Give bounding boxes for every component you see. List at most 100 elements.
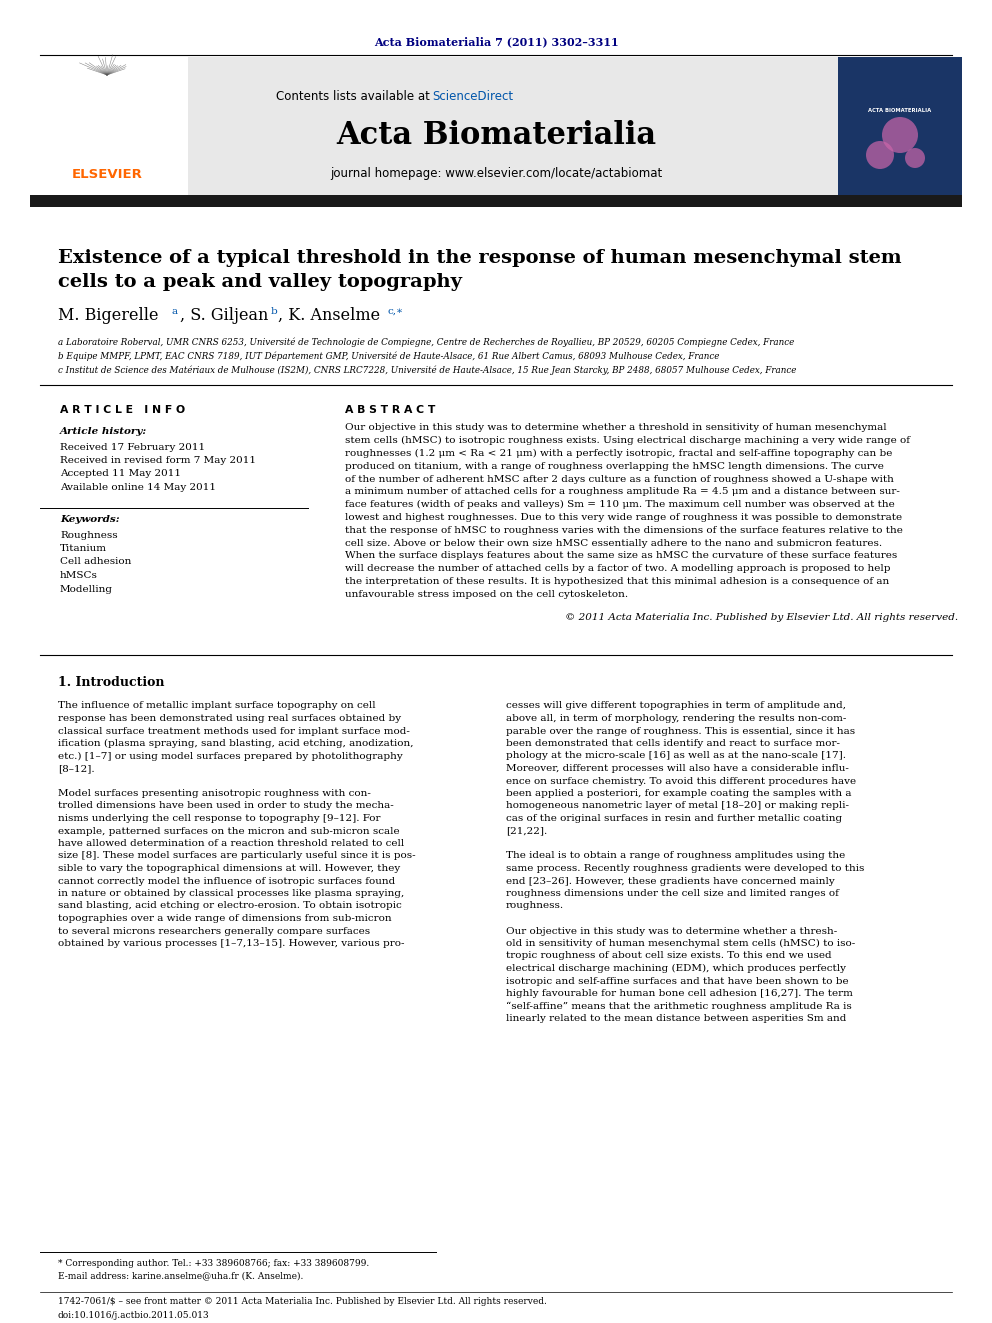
Text: sible to vary the topographical dimensions at will. However, they: sible to vary the topographical dimensio… <box>58 864 400 873</box>
Bar <box>838 57 962 197</box>
Text: been applied a posteriori, for example coating the samples with a: been applied a posteriori, for example c… <box>506 789 851 798</box>
Text: roughness dimensions under the cell size and limited ranges of: roughness dimensions under the cell size… <box>506 889 839 898</box>
Text: obtained by various processes [1–7,13–15]. However, various pro-: obtained by various processes [1–7,13–15… <box>58 939 405 949</box>
Text: lowest and highest roughnesses. Due to this very wide range of roughness it was : lowest and highest roughnesses. Due to t… <box>345 513 902 523</box>
Bar <box>30 57 962 197</box>
Text: Titanium: Titanium <box>60 544 107 553</box>
Text: sand blasting, acid etching or electro-erosion. To obtain isotropic: sand blasting, acid etching or electro-e… <box>58 901 402 910</box>
Text: 1. Introduction: 1. Introduction <box>58 676 165 688</box>
Text: homogeneous nanometric layer of metal [18–20] or making repli-: homogeneous nanometric layer of metal [1… <box>506 802 849 811</box>
Text: cas of the original surfaces in resin and further metallic coating: cas of the original surfaces in resin an… <box>506 814 842 823</box>
Text: When the surface displays features about the same size as hMSC the curvature of : When the surface displays features about… <box>345 552 897 561</box>
Text: Roughness: Roughness <box>60 531 118 540</box>
Text: b Equipe MMPF, LPMT, EAC CNRS 7189, IUT Département GMP, Université de Haute-Als: b Equipe MMPF, LPMT, EAC CNRS 7189, IUT … <box>58 351 719 361</box>
Text: ification (plasma spraying, sand blasting, acid etching, anodization,: ification (plasma spraying, sand blastin… <box>58 740 414 747</box>
Text: ACTA BIOMATERIALIA: ACTA BIOMATERIALIA <box>868 107 931 112</box>
Text: isotropic and self-affine surfaces and that have been shown to be: isotropic and self-affine surfaces and t… <box>506 976 848 986</box>
Text: produced on titanium, with a range of roughness overlapping the hMSC length dime: produced on titanium, with a range of ro… <box>345 462 884 471</box>
Text: [8–12].: [8–12]. <box>58 763 94 773</box>
Text: cells to a peak and valley topography: cells to a peak and valley topography <box>58 273 462 291</box>
Circle shape <box>882 116 918 153</box>
Text: unfavourable stress imposed on the cell cytoskeleton.: unfavourable stress imposed on the cell … <box>345 590 628 599</box>
Text: c Institut de Science des Matériaux de Mulhouse (IS2M), CNRS LRC7228, Université: c Institut de Science des Matériaux de M… <box>58 365 797 374</box>
Text: end [23–26]. However, these gradients have concerned mainly: end [23–26]. However, these gradients ha… <box>506 877 834 885</box>
Text: have allowed determination of a reaction threshold related to cell: have allowed determination of a reaction… <box>58 839 405 848</box>
Text: parable over the range of roughness. This is essential, since it has: parable over the range of roughness. Thi… <box>506 726 855 736</box>
Bar <box>30 194 962 206</box>
Text: cesses will give different topographies in term of amplitude and,: cesses will give different topographies … <box>506 701 846 710</box>
Text: Keywords:: Keywords: <box>60 516 120 524</box>
Text: above all, in term of morphology, rendering the results non-com-: above all, in term of morphology, render… <box>506 714 846 722</box>
Text: [21,22].: [21,22]. <box>506 827 548 836</box>
Text: Received 17 February 2011: Received 17 February 2011 <box>60 442 205 451</box>
Text: nisms underlying the cell response to topography [9–12]. For: nisms underlying the cell response to to… <box>58 814 381 823</box>
Text: face features (width of peaks and valleys) Sm = 110 μm. The maximum cell number : face features (width of peaks and valley… <box>345 500 895 509</box>
Text: The influence of metallic implant surface topography on cell: The influence of metallic implant surfac… <box>58 701 376 710</box>
Text: The ideal is to obtain a range of roughness amplitudes using the: The ideal is to obtain a range of roughn… <box>506 852 845 860</box>
Text: will decrease the number of attached cells by a factor of two. A modelling appro: will decrease the number of attached cel… <box>345 565 891 573</box>
Text: Available online 14 May 2011: Available online 14 May 2011 <box>60 483 216 492</box>
Text: “self-affine” means that the arithmetic roughness amplitude Ra is: “self-affine” means that the arithmetic … <box>506 1002 852 1011</box>
Text: c,∗: c,∗ <box>388 307 404 315</box>
Text: classical surface treatment methods used for implant surface mod-: classical surface treatment methods used… <box>58 726 410 736</box>
Text: b: b <box>271 307 278 315</box>
Text: journal homepage: www.elsevier.com/locate/actabiomat: journal homepage: www.elsevier.com/locat… <box>330 167 662 180</box>
Text: been demonstrated that cells identify and react to surface mor-: been demonstrated that cells identify an… <box>506 740 840 747</box>
Text: cannot correctly model the influence of isotropic surfaces found: cannot correctly model the influence of … <box>58 877 395 885</box>
Text: 1742-7061/$ – see front matter © 2011 Acta Materialia Inc. Published by Elsevier: 1742-7061/$ – see front matter © 2011 Ac… <box>58 1298 547 1307</box>
Text: , S. Giljean: , S. Giljean <box>180 307 269 324</box>
Text: electrical discharge machining (EDM), which produces perfectly: electrical discharge machining (EDM), wh… <box>506 964 846 972</box>
Text: E-mail address: karine.anselme@uha.fr (K. Anselme).: E-mail address: karine.anselme@uha.fr (K… <box>58 1271 304 1281</box>
Text: a: a <box>172 307 179 315</box>
Text: cell size. Above or below their own size hMSC essentially adhere to the nano and: cell size. Above or below their own size… <box>345 538 882 548</box>
Text: phology at the micro-scale [16] as well as at the nano-scale [17].: phology at the micro-scale [16] as well … <box>506 751 846 761</box>
Text: in nature or obtained by classical processes like plasma spraying,: in nature or obtained by classical proce… <box>58 889 405 898</box>
Text: old in sensitivity of human mesenchymal stem cells (hMSC) to iso-: old in sensitivity of human mesenchymal … <box>506 939 855 949</box>
Text: A R T I C L E   I N F O: A R T I C L E I N F O <box>60 405 186 415</box>
Text: a Laboratoire Roberval, UMR CNRS 6253, Université de Technologie de Compiegne, C: a Laboratoire Roberval, UMR CNRS 6253, U… <box>58 337 795 347</box>
Text: Article history:: Article history: <box>60 427 147 437</box>
Circle shape <box>905 148 925 168</box>
Text: Received in revised form 7 May 2011: Received in revised form 7 May 2011 <box>60 456 256 464</box>
Text: Acta Biomaterialia: Acta Biomaterialia <box>336 119 656 151</box>
Text: Acta Biomaterialia 7 (2011) 3302–3311: Acta Biomaterialia 7 (2011) 3302–3311 <box>374 37 618 48</box>
Text: © 2011 Acta Materialia Inc. Published by Elsevier Ltd. All rights reserved.: © 2011 Acta Materialia Inc. Published by… <box>564 613 958 622</box>
Text: A B S T R A C T: A B S T R A C T <box>345 405 435 415</box>
Text: Cell adhesion: Cell adhesion <box>60 557 131 566</box>
Text: Our objective in this study was to determine whether a threshold in sensitivity : Our objective in this study was to deter… <box>345 423 887 433</box>
Bar <box>30 57 188 197</box>
Text: topographies over a wide range of dimensions from sub-micron: topographies over a wide range of dimens… <box>58 914 392 923</box>
Text: response has been demonstrated using real surfaces obtained by: response has been demonstrated using rea… <box>58 714 401 722</box>
Text: doi:10.1016/j.actbio.2011.05.013: doi:10.1016/j.actbio.2011.05.013 <box>58 1311 209 1319</box>
Text: to several microns researchers generally compare surfaces: to several microns researchers generally… <box>58 926 370 935</box>
Text: Our objective in this study was to determine whether a thresh-: Our objective in this study was to deter… <box>506 926 837 935</box>
Text: roughness.: roughness. <box>506 901 564 910</box>
Text: size [8]. These model surfaces are particularly useful since it is pos-: size [8]. These model surfaces are parti… <box>58 852 416 860</box>
Text: that the response of hMSC to roughness varies with the dimensions of the surface: that the response of hMSC to roughness v… <box>345 527 903 534</box>
Text: Model surfaces presenting anisotropic roughness with con-: Model surfaces presenting anisotropic ro… <box>58 789 371 798</box>
Circle shape <box>866 142 894 169</box>
Text: ScienceDirect: ScienceDirect <box>432 90 513 103</box>
Text: tropic roughness of about cell size exists. To this end we used: tropic roughness of about cell size exis… <box>506 951 831 960</box>
Text: stem cells (hMSC) to isotropic roughness exists. Using electrical discharge mach: stem cells (hMSC) to isotropic roughness… <box>345 437 910 446</box>
Text: , K. Anselme: , K. Anselme <box>278 307 380 324</box>
Text: same process. Recently roughness gradients were developed to this: same process. Recently roughness gradien… <box>506 864 864 873</box>
Text: Modelling: Modelling <box>60 585 113 594</box>
Text: trolled dimensions have been used in order to study the mecha-: trolled dimensions have been used in ord… <box>58 802 394 811</box>
Text: highly favourable for human bone cell adhesion [16,27]. The term: highly favourable for human bone cell ad… <box>506 990 853 998</box>
Text: of the number of adherent hMSC after 2 days culture as a function of roughness s: of the number of adherent hMSC after 2 d… <box>345 475 894 484</box>
Text: ELSEVIER: ELSEVIER <box>71 168 143 181</box>
Text: example, patterned surfaces on the micron and sub-micron scale: example, patterned surfaces on the micro… <box>58 827 400 836</box>
Text: M. Bigerelle: M. Bigerelle <box>58 307 159 324</box>
Text: hMSCs: hMSCs <box>60 572 98 579</box>
Text: * Corresponding author. Tel.: +33 389608766; fax: +33 389608799.: * Corresponding author. Tel.: +33 389608… <box>58 1258 369 1267</box>
Text: linearly related to the mean distance between asperities Sm and: linearly related to the mean distance be… <box>506 1013 846 1023</box>
Text: Contents lists available at: Contents lists available at <box>276 90 430 103</box>
Text: Moreover, different processes will also have a considerable influ-: Moreover, different processes will also … <box>506 763 849 773</box>
Text: Accepted 11 May 2011: Accepted 11 May 2011 <box>60 470 181 479</box>
Text: roughnesses (1.2 μm < Ra < 21 μm) with a perfectly isotropic, fractal and self-a: roughnesses (1.2 μm < Ra < 21 μm) with a… <box>345 448 893 458</box>
Text: a minimum number of attached cells for a roughness amplitude Ra = 4.5 μm and a d: a minimum number of attached cells for a… <box>345 487 900 496</box>
Text: the interpretation of these results. It is hypothesized that this minimal adhesi: the interpretation of these results. It … <box>345 577 889 586</box>
Text: etc.) [1–7] or using model surfaces prepared by photolithography: etc.) [1–7] or using model surfaces prep… <box>58 751 403 761</box>
Text: ence on surface chemistry. To avoid this different procedures have: ence on surface chemistry. To avoid this… <box>506 777 856 786</box>
